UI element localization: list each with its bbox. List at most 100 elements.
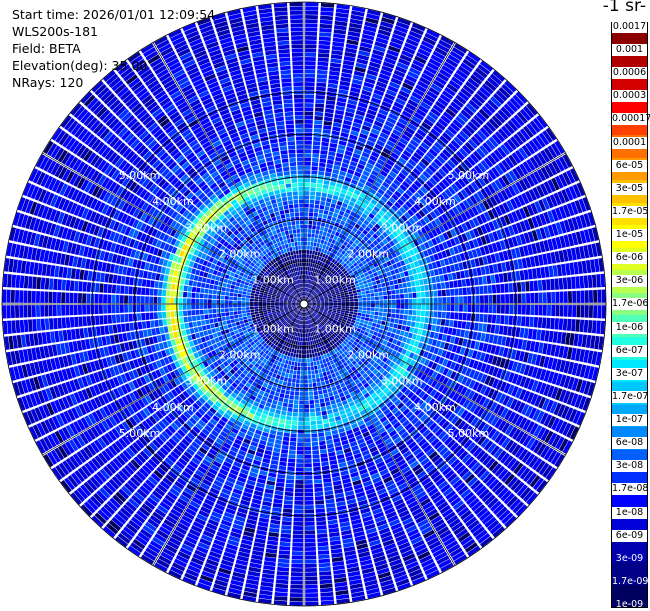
range-gate [280, 363, 284, 368]
range-gate [543, 292, 547, 303]
range-gate [304, 229, 307, 233]
range-gate [517, 316, 522, 326]
range-gate [286, 475, 294, 479]
range-gate [579, 276, 584, 289]
range-gate [328, 211, 333, 216]
range-gate [280, 376, 284, 381]
range-gate [317, 382, 321, 386]
range-gate [442, 312, 446, 318]
range-gate [362, 307, 366, 310]
range-gate [325, 380, 330, 385]
range-gate [311, 425, 317, 429]
range-gate [550, 279, 555, 290]
range-gate [508, 283, 512, 292]
range-gate [290, 593, 303, 597]
range-gate [318, 62, 329, 67]
range-gate [518, 305, 522, 315]
range-gate [310, 200, 315, 204]
range-gate [319, 244, 323, 248]
range-gate [322, 236, 326, 240]
range-gate [326, 100, 335, 105]
range-gate [304, 338, 306, 342]
range-gate [305, 467, 312, 471]
range-gate [324, 376, 328, 381]
range-gate [283, 508, 292, 512]
range-gate [332, 169, 339, 174]
range-gate [305, 446, 311, 450]
range-gate [305, 82, 315, 86]
range-gate [321, 197, 326, 202]
range-gate [328, 375, 332, 380]
range-gate [407, 321, 412, 326]
range-gate [319, 373, 323, 377]
range-gate [538, 280, 543, 291]
range-gate [310, 246, 313, 250]
range-gate [317, 420, 323, 424]
range-gate [499, 325, 504, 334]
range-gate [333, 307, 337, 309]
range-gate [323, 478, 331, 483]
range-gate [286, 420, 292, 424]
range-gate [277, 571, 289, 576]
range-gate [304, 358, 307, 362]
range-gate [564, 291, 568, 303]
range-gate [309, 392, 313, 396]
range-gate [284, 364, 288, 368]
range-gate [281, 372, 285, 377]
range-gate [505, 294, 509, 303]
range-gate [310, 358, 313, 362]
range-gate [467, 313, 471, 321]
range-gate [276, 575, 288, 580]
range-gate [301, 367, 304, 371]
range-gate [298, 341, 300, 345]
range-gate [300, 379, 304, 383]
range-gate [296, 467, 303, 471]
range-gate [400, 272, 405, 277]
range-gate [283, 381, 287, 386]
range-gate [559, 278, 564, 290]
range-gate [294, 400, 299, 404]
range-gate [495, 274, 500, 283]
range-gate [319, 231, 323, 235]
range-gate [367, 301, 371, 304]
range-gate [315, 108, 324, 112]
range-gate [300, 337, 302, 341]
range-gate [318, 45, 330, 50]
range-gate [377, 333, 382, 338]
range-gate [526, 305, 530, 315]
range-gate [332, 386, 337, 391]
range-gate [323, 419, 329, 424]
range-gate [280, 393, 285, 398]
range-gate [460, 330, 465, 338]
range-gate [392, 328, 397, 333]
range-gate [435, 326, 440, 333]
range-gate [509, 294, 513, 303]
range-gate [301, 329, 302, 333]
range-gate [286, 483, 294, 487]
range-gate [332, 131, 340, 136]
range-gate [305, 11, 318, 15]
range-gate [542, 318, 547, 329]
range-gate [399, 289, 403, 294]
range-gate [316, 508, 325, 512]
range-gate [304, 195, 309, 199]
range-gate [493, 295, 497, 303]
range-gate [333, 377, 338, 382]
range-gate [284, 496, 293, 500]
range-gate [305, 145, 312, 149]
range-gate [433, 291, 437, 297]
range-gate [318, 390, 323, 394]
range-gate [304, 187, 309, 191]
range-gate [312, 229, 316, 233]
range-gate [279, 380, 284, 385]
range-gate [356, 286, 360, 289]
range-gate [315, 251, 318, 255]
range-gate [374, 315, 378, 319]
range-gate [448, 273, 453, 280]
range-gate [329, 396, 334, 401]
range-gate [273, 448, 280, 453]
range-gate [305, 36, 317, 40]
range-gate [325, 499, 334, 504]
range-gate [278, 554, 289, 559]
range-gate [304, 254, 306, 258]
